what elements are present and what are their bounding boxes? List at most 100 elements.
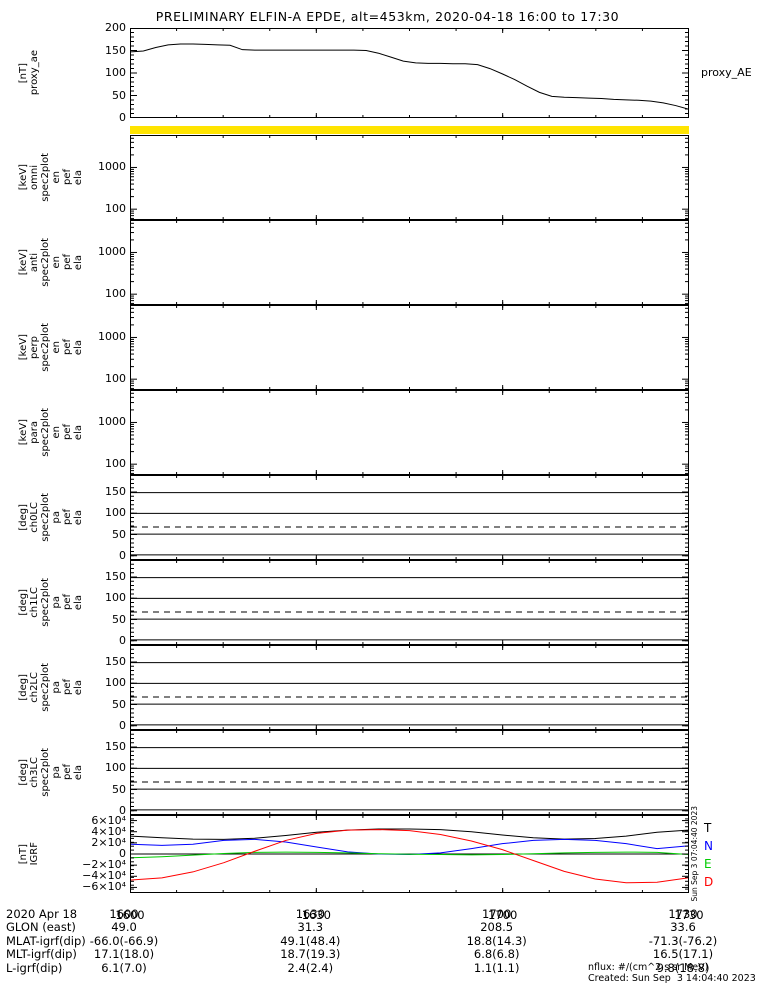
panel-title-line: ela (73, 254, 84, 271)
ephemeris-value: 31.3 (297, 920, 324, 935)
panel-title-line: spec2plot (40, 663, 51, 712)
ephemeris-row-label: 2020 Apr 18 (6, 907, 78, 921)
panel-title-ela-pef-pa-spec2plot-ch1LC: ela pef pa spec2plot ch1LC [deg] (18, 560, 84, 645)
ytick-label-ela-pef-en-spec2plot-para-1: 1000 (98, 415, 126, 429)
ephemeris-row-label: MLT-igrf(dip) (6, 947, 77, 962)
legend-item-E: E (704, 857, 712, 871)
ytick-label-proxy-ae-0: 0 (119, 111, 126, 124)
ytick-label-ela-pef-pa-spec2plot-ch1LC-1: 50 (112, 612, 126, 626)
panel-title-ela-pef-en-spec2plot-anti: ela pef en spec2plot anti [keV] (18, 220, 84, 305)
panel-title-igrf: IGRF [nT] (18, 815, 40, 893)
panel-title-line: pef (62, 424, 73, 441)
panel-title-ela-pef-en-spec2plot-para: ela pef en spec2plot para [keV] (18, 390, 84, 475)
panel-title-line: ela (73, 509, 84, 526)
ytick-label-ela-pef-en-spec2plot-omni-0: 100 (105, 202, 126, 216)
panel-title-proxy-ae: proxy_ae [nT] (18, 28, 40, 118)
ytick-label-ela-pef-pa-spec2plot-ch3LC-1: 50 (112, 782, 126, 796)
ephemeris-value: 6.8(6.8) (473, 947, 520, 962)
panel-title-ela-pef-en-spec2plot-perp: ela pef en spec2plot perp [keV] (18, 305, 84, 390)
ephemeris-value: 18.7(19.3) (280, 947, 341, 962)
panel-title-line: [deg] (18, 674, 29, 701)
created-timestamp-vertical: Sun Sep 3 07:04:40 2023 (690, 806, 699, 902)
ytick-label-ela-pef-en-spec2plot-omni-1: 1000 (98, 160, 126, 174)
ytick-label-ela-pef-pa-spec2plot-ch0LC-0: 0 (119, 548, 126, 562)
panel-title-line: spec2plot (40, 153, 51, 202)
trace-proxy_AE (131, 44, 688, 109)
right-label-proxy-ae: proxy_AE (701, 66, 752, 79)
ephemeris-value: 33.6 (670, 920, 696, 935)
x-axis-tick-labels: 1600 1630 1700 1730 (0, 908, 775, 922)
trace-D (131, 830, 688, 883)
panel-title-line: spec2plot (40, 408, 51, 457)
ytick-label-igrf-1: 4×10⁴ (91, 824, 126, 838)
panel-ela-pef-pa-spec2plot-ch1LC (130, 560, 689, 645)
panel-title-line: [deg] (18, 504, 29, 531)
ephemeris-value: 1630 (295, 907, 325, 921)
ephemeris-value: 16.5(17.1) (652, 947, 714, 962)
panel-title-line: para (29, 421, 40, 444)
ytick-label-igrf-3: 0 (119, 847, 126, 860)
ephemeris-value: 18.8(14.3) (466, 933, 527, 948)
panel-title-line: ela (73, 764, 84, 781)
panel-title-line: ela (73, 594, 84, 611)
panel-proxy-ae (130, 28, 689, 118)
legend-item-T: T (704, 821, 712, 835)
ytick-label-proxy-ae-4: 200 (105, 21, 126, 34)
panel-title-line: spec2plot (40, 748, 51, 797)
panel-title-line: IGRF (29, 842, 40, 866)
ytick-label-ela-pef-en-spec2plot-perp-1: 1000 (98, 330, 126, 344)
panel-ela-pef-en-spec2plot-omni (130, 135, 689, 220)
panel-title-line: en (51, 256, 62, 269)
trace-E (131, 852, 688, 858)
ytick-label-ela-pef-pa-spec2plot-ch0LC-2: 100 (105, 506, 126, 520)
panel-title-line: spec2plot (40, 323, 51, 372)
ephemeris-row-label: L-igrf(dip) (6, 960, 63, 975)
panel-title-line: pef (62, 594, 73, 611)
xtick-label-1630: 1630 (301, 908, 331, 922)
legend-item-N: N (704, 839, 713, 853)
ephemeris-value: 1600 (109, 907, 139, 921)
ytick-label-ela-pef-en-spec2plot-para-0: 100 (105, 457, 126, 471)
ytick-label-proxy-ae-3: 150 (105, 43, 126, 57)
ytick-label-ela-pef-pa-spec2plot-ch1LC-0: 0 (119, 633, 126, 647)
panel-title-line: [nT] (18, 843, 29, 865)
panel-title-line: [keV] (18, 419, 29, 446)
panel-title-line: ela (73, 339, 84, 356)
legend-item-D: D (704, 875, 714, 889)
ytick-label-igrf-2: 2×10⁴ (91, 835, 126, 849)
panel-title-line: [deg] (18, 589, 29, 616)
panel-title-line: pef (62, 169, 73, 186)
panel-title-line: pa (51, 681, 62, 694)
ephemeris-value: 1730 (668, 907, 698, 921)
panel-title-line: en (51, 426, 62, 439)
footer-created: Created: Sun Sep 3 14:04:40 2023 (588, 973, 756, 984)
ytick-label-ela-pef-pa-spec2plot-ch2LC-2: 100 (105, 676, 126, 690)
ytick-label-ela-pef-en-spec2plot-anti-0: 100 (105, 287, 126, 301)
panel-title-line: ch1LC (29, 587, 40, 618)
panel-title-line: proxy_ae (29, 50, 40, 96)
ytick-label-ela-pef-pa-spec2plot-ch0LC-1: 50 (112, 527, 126, 541)
xtick-label-1600: 1600 (115, 908, 145, 922)
ytick-label-ela-pef-en-spec2plot-anti-1: 1000 (98, 245, 126, 259)
ytick-label-ela-pef-pa-spec2plot-ch0LC-3: 150 (105, 485, 126, 498)
panel-title-line: ch3LC (29, 757, 40, 788)
ephemeris-value: -66.0(-66.9) (89, 933, 159, 948)
ytick-label-ela-pef-pa-spec2plot-ch2LC-3: 150 (105, 655, 126, 668)
panel-title-line: [deg] (18, 759, 29, 786)
panel-ela-pef-en-spec2plot-para (130, 390, 689, 475)
ephemeris-value: 49.0 (111, 920, 137, 935)
ytick-label-igrf-5: −4×10⁴ (82, 869, 126, 883)
ephemeris-value: 49.1(48.4) (280, 933, 341, 948)
panel-title-line: pef (62, 679, 73, 696)
ytick-label-ela-pef-pa-spec2plot-ch3LC-2: 100 (105, 761, 126, 775)
panel-title-line: ela (73, 424, 84, 441)
panel-title-line: ela (73, 679, 84, 696)
panel-ela-pef-en-spec2plot-anti (130, 220, 689, 305)
panel-title-line: [keV] (18, 164, 29, 191)
panel-title-line: omni (29, 165, 40, 190)
ytick-label-proxy-ae-2: 100 (105, 66, 126, 79)
panel-title-line: spec2plot (40, 578, 51, 627)
panel-title-line: spec2plot (40, 493, 51, 542)
panel-title-line: [nT] (18, 62, 29, 84)
ephemeris-row-label: GLON (east) (6, 920, 76, 935)
